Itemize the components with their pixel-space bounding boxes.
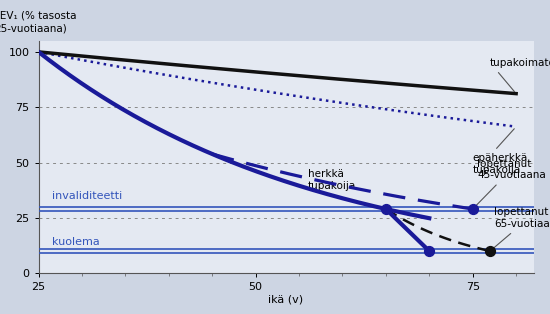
Text: lopettanut
65-vuotiaana: lopettanut 65-vuotiaana [492, 207, 550, 249]
Text: kuolema: kuolema [52, 237, 100, 246]
Text: epäherkkä
tupakoija: epäherkkä tupakoija [472, 129, 528, 175]
Text: herkkä
tupakoija: herkkä tupakoija [307, 169, 356, 191]
Point [425, 249, 434, 254]
Text: invaliditeetti: invaliditeetti [52, 191, 122, 201]
Text: FEV₁ (% tasosta
25-vuotiaana): FEV₁ (% tasosta 25-vuotiaana) [0, 11, 76, 33]
X-axis label: ikä (v): ikä (v) [268, 295, 304, 305]
Point [382, 207, 390, 212]
Point [468, 207, 477, 212]
Point [486, 249, 494, 254]
Text: tupakoimaton: tupakoimaton [490, 58, 550, 91]
Text: lopettanut
45-vuotiaana: lopettanut 45-vuotiaana [475, 159, 546, 207]
